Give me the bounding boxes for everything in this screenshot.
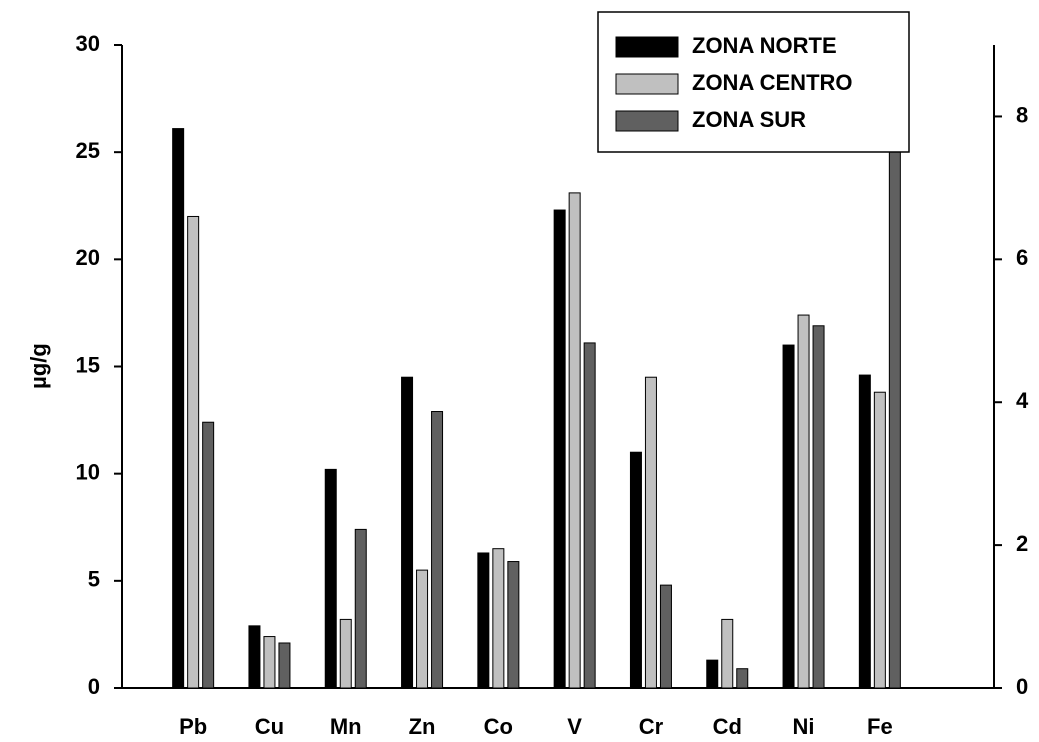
bar <box>629 451 642 689</box>
x-tick-label: Cu <box>255 714 284 739</box>
bar <box>736 668 749 689</box>
bar <box>354 528 367 689</box>
bar <box>568 192 581 689</box>
bar <box>888 119 901 689</box>
bar <box>477 552 490 689</box>
bar <box>416 569 429 689</box>
y-tick-label: 30 <box>76 31 100 56</box>
y2-tick-label: 0 <box>1016 674 1028 699</box>
y-tick-label: 10 <box>76 459 100 484</box>
x-tick-label: Co <box>484 714 513 739</box>
x-tick-label: Cr <box>639 714 664 739</box>
y2-tick-label: 4 <box>1016 388 1029 413</box>
bar <box>278 642 291 689</box>
bar <box>401 376 414 689</box>
legend-label: ZONA SUR <box>692 107 806 132</box>
bar <box>782 344 795 689</box>
y2-tick-label: 8 <box>1016 102 1028 127</box>
bar <box>812 325 825 689</box>
bar <box>248 625 261 689</box>
y2-tick-label: 2 <box>1016 531 1028 556</box>
y-tick-label: 25 <box>76 138 100 163</box>
bar <box>507 561 520 689</box>
bar <box>187 215 200 689</box>
y-axis-label: µg/g <box>26 343 51 389</box>
legend-label: ZONA NORTE <box>692 33 837 58</box>
y-tick-label: 20 <box>76 245 100 270</box>
x-tick-label: Zn <box>409 714 436 739</box>
legend-label: ZONA CENTRO <box>692 70 853 95</box>
x-tick-label: Fe <box>867 714 893 739</box>
bar <box>202 421 215 689</box>
bar <box>339 618 352 689</box>
x-tick-label: Mn <box>330 714 362 739</box>
bar <box>706 659 719 689</box>
x-tick-label: Ni <box>793 714 815 739</box>
legend-swatch <box>615 110 679 132</box>
bar <box>873 391 886 689</box>
bar <box>324 468 337 689</box>
bar <box>172 128 185 689</box>
x-tick-label: Cd <box>713 714 742 739</box>
y-tick-label: 15 <box>76 352 100 377</box>
bar <box>644 376 657 689</box>
y-tick-label: 5 <box>88 567 100 592</box>
legend-swatch <box>615 36 679 58</box>
bar <box>721 618 734 689</box>
x-tick-label: Pb <box>179 714 207 739</box>
bar <box>858 374 871 689</box>
bar <box>583 342 596 689</box>
bar <box>492 548 505 689</box>
x-tick-label: V <box>567 714 582 739</box>
bar <box>553 209 566 689</box>
y2-tick-label: 6 <box>1016 245 1028 270</box>
bar <box>431 411 444 689</box>
legend-swatch <box>615 73 679 95</box>
y-tick-label: 0 <box>88 674 100 699</box>
bar <box>263 636 276 689</box>
bar <box>659 584 672 689</box>
bar <box>797 314 810 689</box>
